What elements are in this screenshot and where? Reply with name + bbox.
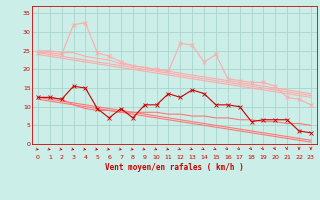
X-axis label: Vent moyen/en rafales ( km/h ): Vent moyen/en rafales ( km/h ) bbox=[105, 163, 244, 172]
